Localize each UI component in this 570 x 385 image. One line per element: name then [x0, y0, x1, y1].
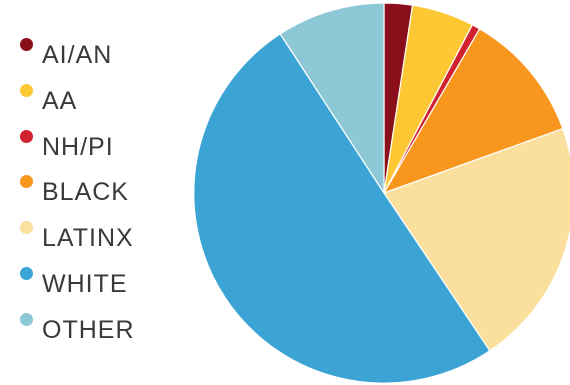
legend-item-latinx: LATINX — [18, 217, 188, 263]
legend-swatch-black — [20, 175, 33, 189]
legend-label-latinx: LATINX — [42, 224, 134, 253]
legend-label-ai-an: AI/AN — [42, 41, 113, 69]
legend-swatch-white — [20, 266, 33, 280]
legend-label-nh-pi: NH/PI — [42, 132, 114, 161]
legend-swatch-other — [20, 312, 33, 326]
legend-swatch-nh-pi — [20, 129, 33, 143]
legend-item-other: OTHER — [18, 309, 188, 355]
legend-item-aa: AA — [18, 80, 188, 126]
legend-label-other: OTHER — [42, 315, 135, 344]
legend-item-white: WHITE — [18, 263, 188, 309]
legend-item-ai-an: AI/AN — [18, 34, 188, 80]
chart-legend: AI/AN AA NH/PI BLACK LATINX WHITE OTHER — [18, 34, 188, 355]
legend-item-black: BLACK — [18, 171, 188, 217]
legend-label-white: WHITE — [42, 269, 128, 298]
legend-label-aa: AA — [42, 86, 78, 115]
legend-label-black: BLACK — [42, 178, 129, 207]
pie-slice-other — [279, 2, 385, 194]
legend-swatch-latinx — [20, 221, 33, 235]
legend-swatch-ai-an — [20, 38, 33, 51]
pie-slice-white — [193, 33, 491, 384]
pie-slice-black — [383, 28, 564, 194]
legend-swatch-aa — [20, 83, 33, 97]
legend-item-nh-pi: NH/PI — [18, 126, 188, 172]
